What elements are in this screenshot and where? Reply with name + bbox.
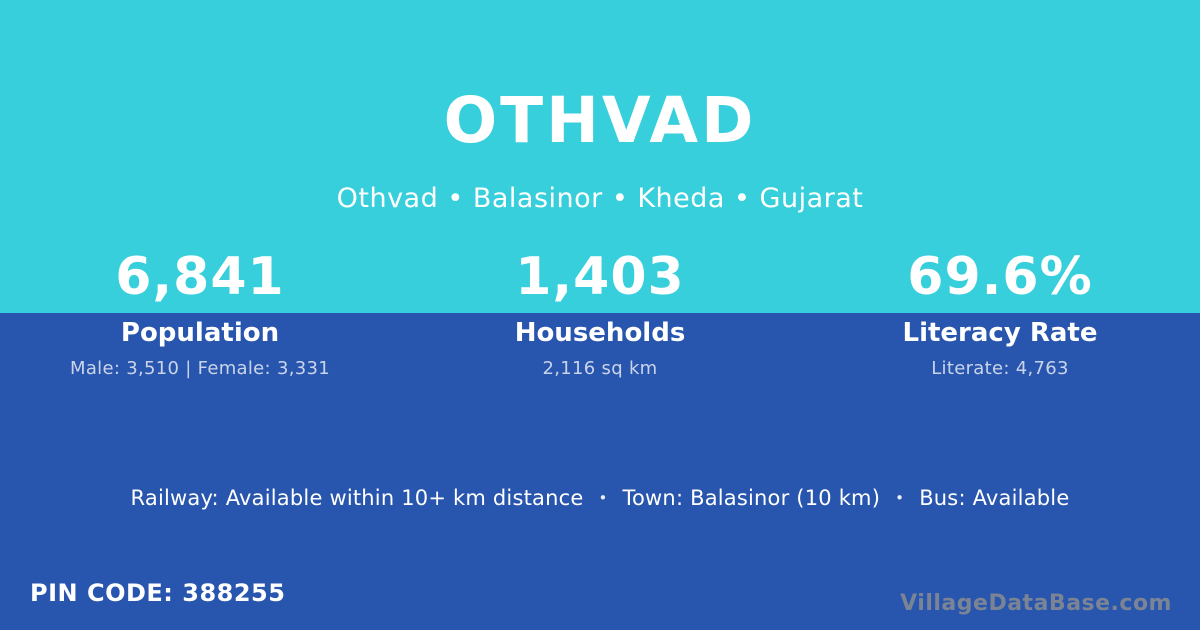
breadcrumb: Othvad • Balasinor • Kheda • Gujarat	[336, 183, 864, 214]
village-title: OTHVAD	[443, 84, 757, 157]
stat-households: 1,403 Households 2,116 sq km	[400, 249, 800, 380]
stats-row: 6,841 Population Male: 3,510 | Female: 3…	[0, 249, 1200, 380]
population-value: 6,841	[115, 247, 285, 307]
population-detail: Male: 3,510 | Female: 3,331	[70, 358, 330, 379]
households-value: 1,403	[515, 247, 685, 307]
pin-code: PIN CODE: 388255	[30, 579, 286, 607]
separator-dot-icon: •	[895, 489, 905, 507]
nearest-town: Town: Balasinor (10 km)	[622, 486, 881, 510]
households-detail: 2,116 sq km	[542, 358, 658, 379]
stat-literacy-rate: 69.6% Literacy Rate Literate: 4,763	[800, 249, 1200, 380]
households-label: Households	[514, 318, 686, 348]
watermark-brand: VillageDataBase.com	[900, 591, 1172, 616]
literacy-rate-value: 69.6%	[907, 247, 1093, 307]
population-label: Population	[120, 318, 280, 348]
literacy-rate-detail: Literate: 4,763	[931, 358, 1069, 379]
bus-availability: Bus: Available	[919, 486, 1070, 510]
literacy-rate-label: Literacy Rate	[902, 318, 1098, 348]
railway-availability: Railway: Available within 10+ km distanc…	[130, 486, 584, 510]
amenities-line: Railway: Available within 10+ km distanc…	[0, 486, 1200, 510]
top-cyan-band	[0, 0, 1200, 313]
stat-population: 6,841 Population Male: 3,510 | Female: 3…	[0, 249, 400, 380]
bottom-blue-band	[0, 313, 1200, 630]
separator-dot-icon: •	[598, 489, 608, 507]
